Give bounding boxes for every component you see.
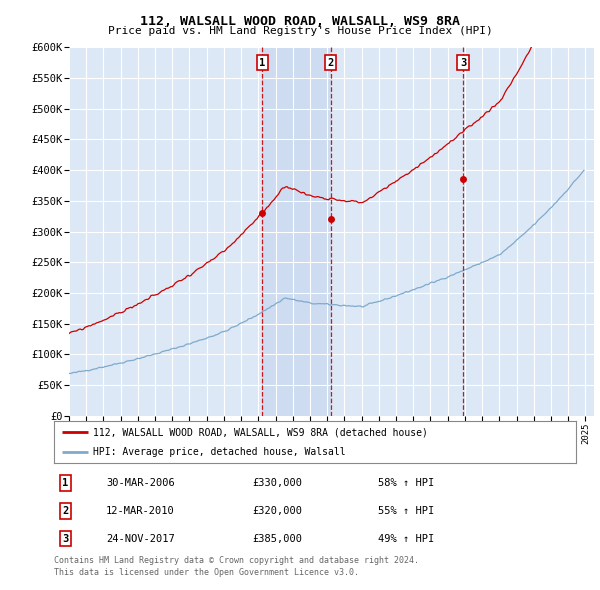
Text: 3: 3 (460, 58, 466, 68)
Text: HPI: Average price, detached house, Walsall: HPI: Average price, detached house, Wals… (93, 447, 346, 457)
Text: 1: 1 (259, 58, 266, 68)
Text: This data is licensed under the Open Government Licence v3.0.: This data is licensed under the Open Gov… (54, 568, 359, 576)
Text: £320,000: £320,000 (253, 506, 302, 516)
Text: £330,000: £330,000 (253, 478, 302, 488)
Text: Contains HM Land Registry data © Crown copyright and database right 2024.: Contains HM Land Registry data © Crown c… (54, 556, 419, 565)
Text: 1: 1 (62, 478, 68, 488)
Text: 2: 2 (62, 506, 68, 516)
Text: 112, WALSALL WOOD ROAD, WALSALL, WS9 8RA: 112, WALSALL WOOD ROAD, WALSALL, WS9 8RA (140, 15, 460, 28)
Text: 30-MAR-2006: 30-MAR-2006 (106, 478, 175, 488)
Text: 2: 2 (328, 58, 334, 68)
Text: 58% ↑ HPI: 58% ↑ HPI (377, 478, 434, 488)
Text: £385,000: £385,000 (253, 534, 302, 544)
Bar (262, 47, 331, 416)
Text: 55% ↑ HPI: 55% ↑ HPI (377, 506, 434, 516)
Bar (331, 47, 463, 416)
Text: 112, WALSALL WOOD ROAD, WALSALL, WS9 8RA (detached house): 112, WALSALL WOOD ROAD, WALSALL, WS9 8RA… (93, 427, 428, 437)
Text: 3: 3 (62, 534, 68, 544)
Text: Price paid vs. HM Land Registry's House Price Index (HPI): Price paid vs. HM Land Registry's House … (107, 26, 493, 36)
Text: 12-MAR-2010: 12-MAR-2010 (106, 506, 175, 516)
Text: 49% ↑ HPI: 49% ↑ HPI (377, 534, 434, 544)
Text: 24-NOV-2017: 24-NOV-2017 (106, 534, 175, 544)
